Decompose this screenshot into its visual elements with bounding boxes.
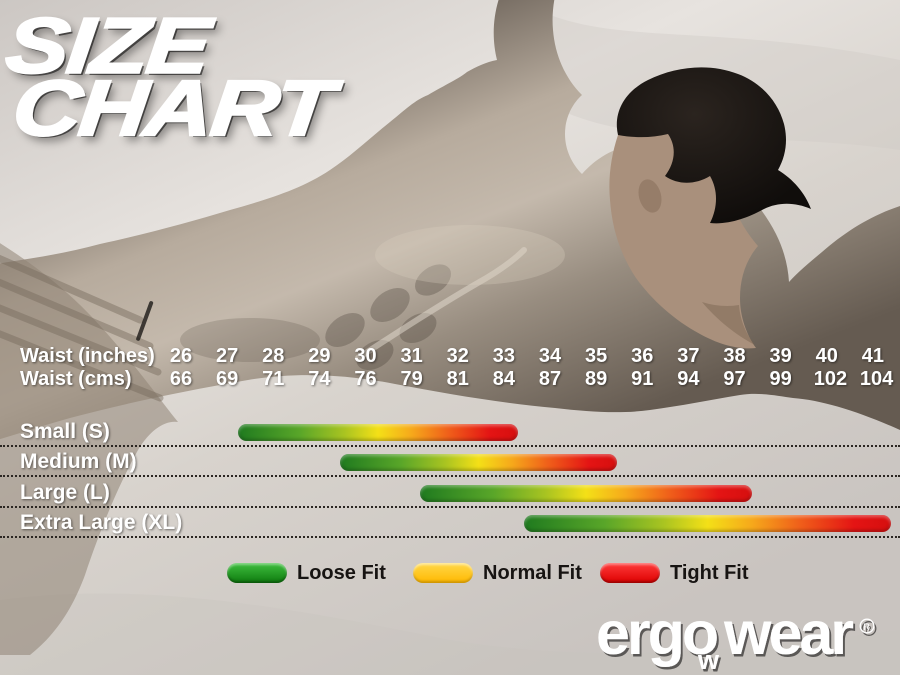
svg-text:w: w — [697, 645, 720, 675]
svg-text:R: R — [863, 622, 870, 632]
svg-text:wear: wear — [723, 599, 853, 667]
